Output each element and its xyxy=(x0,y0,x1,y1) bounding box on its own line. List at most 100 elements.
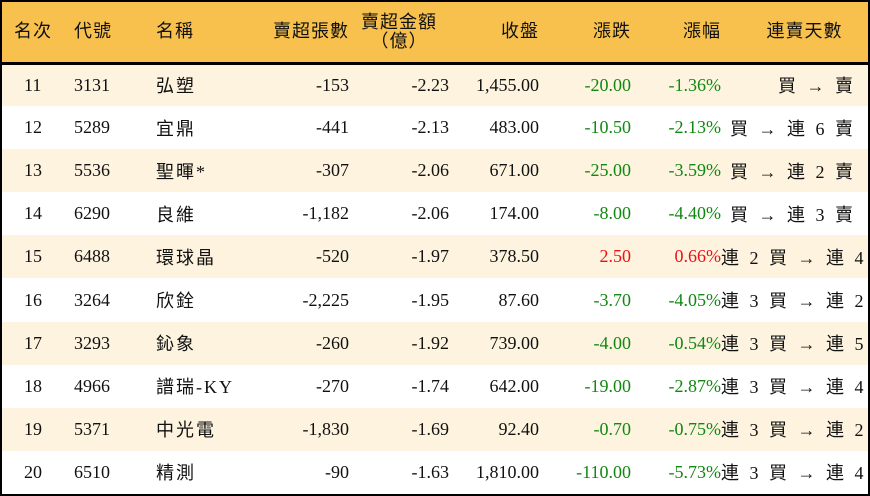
name-cell: 鈊象 xyxy=(156,334,196,355)
change-cell: -10.50 xyxy=(584,117,632,138)
name-cell: 精測 xyxy=(156,463,196,484)
volume-cell: -153 xyxy=(316,74,349,95)
name-cell: 聖暉* xyxy=(156,161,207,182)
volume-cell: -90 xyxy=(325,461,349,482)
header-net-sell-amount-unit: （億） xyxy=(370,30,428,51)
volume-cell: -441 xyxy=(316,117,349,138)
change-cell: -19.00 xyxy=(584,375,632,396)
amount-cell: -1.63 xyxy=(411,461,450,482)
header-close: 收盤 xyxy=(501,21,539,42)
streak-cell: 連 3 買 → 連 4 賣 xyxy=(721,463,870,484)
rank-cell: 13 xyxy=(24,160,42,181)
amount-cell: -1.74 xyxy=(411,375,450,396)
rank-cell: 12 xyxy=(24,117,42,138)
name-cell: 欣銓 xyxy=(156,291,196,312)
header-net-sell-amount: 賣超金額 （億） xyxy=(349,2,449,63)
change-cell: -3.70 xyxy=(593,289,632,310)
volume-cell: -270 xyxy=(316,375,349,396)
code-cell: 6290 xyxy=(74,203,110,224)
close-cell: 378.50 xyxy=(489,246,540,267)
volume-cell: -1,182 xyxy=(302,203,350,224)
change-pct-cell: -4.40% xyxy=(668,203,722,224)
table-body: 11 3131 弘塑 -153 -2.23 1,455.00 -20.00 -1… xyxy=(2,63,870,494)
table-row: 18 4966 譜瑞-KY -270 -1.74 642.00 -19.00 -… xyxy=(2,364,870,408)
table-row: 17 3293 鈊象 -260 -1.92 739.00 -4.00 -0.54… xyxy=(2,321,870,365)
close-cell: 483.00 xyxy=(489,117,540,138)
table-row: 11 3131 弘塑 -153 -2.23 1,455.00 -20.00 -1… xyxy=(2,63,868,107)
name-cell: 譜瑞-KY xyxy=(156,377,234,398)
table-row: 14 6290 良維 -1,182 -2.06 174.00 -8.00 -4.… xyxy=(2,192,868,236)
volume-cell: -520 xyxy=(316,246,349,267)
change-cell: -0.70 xyxy=(593,418,632,439)
code-cell: 3264 xyxy=(74,289,110,310)
change-pct-cell: 0.66% xyxy=(674,246,722,267)
code-cell: 3293 xyxy=(74,332,110,353)
header-row: 名次 代號 名稱 賣超張數 賣超金額 （億） 收盤 漲跌 漲幅 連賣天數 xyxy=(2,2,868,63)
code-cell: 5289 xyxy=(74,117,110,138)
volume-cell: -2,225 xyxy=(302,289,350,310)
change-pct-cell: -2.87% xyxy=(668,375,722,396)
name-cell: 環球晶 xyxy=(156,247,216,268)
code-cell: 5536 xyxy=(74,160,110,181)
streak-cell: 連 3 買 → 連 5 賣 xyxy=(721,334,870,355)
volume-cell: -260 xyxy=(316,332,349,353)
change-pct-cell: -0.54% xyxy=(668,332,722,353)
amount-cell: -2.13 xyxy=(411,117,450,138)
header-change: 漲跌 xyxy=(593,21,631,42)
streak-cell: 連 3 買 → 連 4 賣 xyxy=(721,377,870,398)
close-cell: 1,810.00 xyxy=(476,461,539,482)
amount-cell: -1.95 xyxy=(411,289,450,310)
change-pct-cell: -5.73% xyxy=(668,461,722,482)
close-cell: 642.00 xyxy=(489,375,540,396)
streak-cell: 買 → 連 6 賣 xyxy=(730,118,856,139)
amount-cell: -2.23 xyxy=(411,74,450,95)
amount-cell: -2.06 xyxy=(411,203,450,224)
name-cell: 中光電 xyxy=(156,420,216,441)
amount-cell: -1.97 xyxy=(411,246,450,267)
streak-cell: 連 3 買 → 連 2 賣 xyxy=(721,291,870,312)
change-cell: -110.00 xyxy=(576,461,631,482)
change-pct-cell: -3.59% xyxy=(668,160,722,181)
header-code: 代號 xyxy=(74,21,112,42)
table-row: 19 5371 中光電 -1,830 -1.69 92.40 -0.70 -0.… xyxy=(2,407,870,451)
rank-cell: 15 xyxy=(24,246,42,267)
change-cell: -4.00 xyxy=(593,332,632,353)
change-cell: -8.00 xyxy=(593,203,632,224)
header-name: 名稱 xyxy=(156,21,194,42)
table-row: 16 3264 欣銓 -2,225 -1.95 87.60 -3.70 -4.0… xyxy=(2,278,870,322)
amount-cell: -1.92 xyxy=(411,332,450,353)
header-net-sell-amount-line1: 賣超金額 xyxy=(361,11,437,32)
streak-cell: 連 2 買 → 連 4 賣 xyxy=(721,247,870,268)
close-cell: 87.60 xyxy=(498,289,540,310)
streak-cell: 買 → 連 2 賣 xyxy=(730,161,856,182)
rank-cell: 17 xyxy=(24,332,42,353)
name-cell: 良維 xyxy=(156,204,196,225)
table-row: 12 5289 宜鼎 -441 -2.13 483.00 -10.50 -2.1… xyxy=(2,106,868,150)
close-cell: 1,455.00 xyxy=(476,74,539,95)
amount-cell: -2.06 xyxy=(411,160,450,181)
name-cell: 宜鼎 xyxy=(156,118,196,139)
table-header: 名次 代號 名稱 賣超張數 賣超金額 （億） 收盤 漲跌 漲幅 連賣天數 xyxy=(2,2,868,63)
amount-cell: -1.69 xyxy=(411,418,450,439)
table-row: 13 5536 聖暉* -307 -2.06 671.00 -25.00 -3.… xyxy=(2,149,868,193)
header-net-sell-volume: 賣超張數 xyxy=(273,21,349,42)
rank-cell: 19 xyxy=(24,418,42,439)
rank-cell: 14 xyxy=(24,203,42,224)
code-cell: 3131 xyxy=(74,74,110,95)
table-row: 15 6488 環球晶 -520 -1.97 378.50 2.50 0.66%… xyxy=(2,235,870,279)
code-cell: 4966 xyxy=(74,375,110,396)
close-cell: 92.40 xyxy=(498,418,540,439)
change-cell: -25.00 xyxy=(584,160,632,181)
close-cell: 671.00 xyxy=(489,160,540,181)
table-row: 20 6510 精測 -90 -1.63 1,810.00 -110.00 -5… xyxy=(2,450,870,494)
volume-cell: -307 xyxy=(316,160,349,181)
close-cell: 174.00 xyxy=(489,203,540,224)
change-pct-cell: -1.36% xyxy=(668,74,722,95)
volume-cell: -1,830 xyxy=(302,418,350,439)
streak-cell: 連 3 買 → 連 2 賣 xyxy=(721,420,870,441)
change-pct-cell: -4.05% xyxy=(668,289,722,310)
header-rank: 名次 xyxy=(14,21,52,42)
code-cell: 5371 xyxy=(74,418,110,439)
